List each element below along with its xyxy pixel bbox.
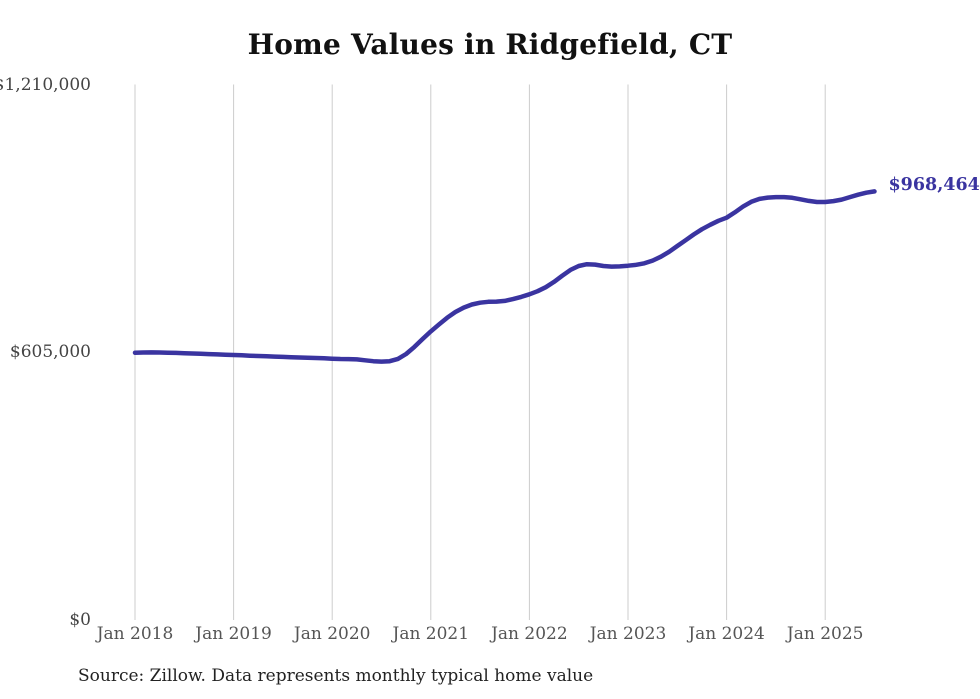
source-note: Source: Zillow. Data represents monthly … (78, 666, 594, 686)
x-tick-label: Jan 2020 (293, 624, 371, 644)
x-tick-label: Jan 2019 (195, 624, 272, 644)
x-tick-label: Jan 2023 (589, 624, 667, 644)
y-tick-label: $1,210,000 (0, 74, 91, 95)
latest-value-label: $968,464 (888, 175, 980, 196)
y-tick-label: $605,000 (9, 342, 91, 363)
vertical-gridlines (134, 84, 826, 620)
x-tick-label: Jan 2018 (96, 624, 174, 644)
x-tick-label: Jan 2021 (392, 624, 470, 644)
x-tick-label: Jan 2022 (491, 624, 568, 644)
x-tick-label: Jan 2024 (688, 624, 765, 644)
x-tick-label: Jan 2025 (786, 624, 864, 644)
home-value-line (132, 189, 877, 364)
y-tick-label: $0 (69, 610, 91, 630)
chart-title: Home Values in Ridgefield, CT (247, 28, 733, 61)
